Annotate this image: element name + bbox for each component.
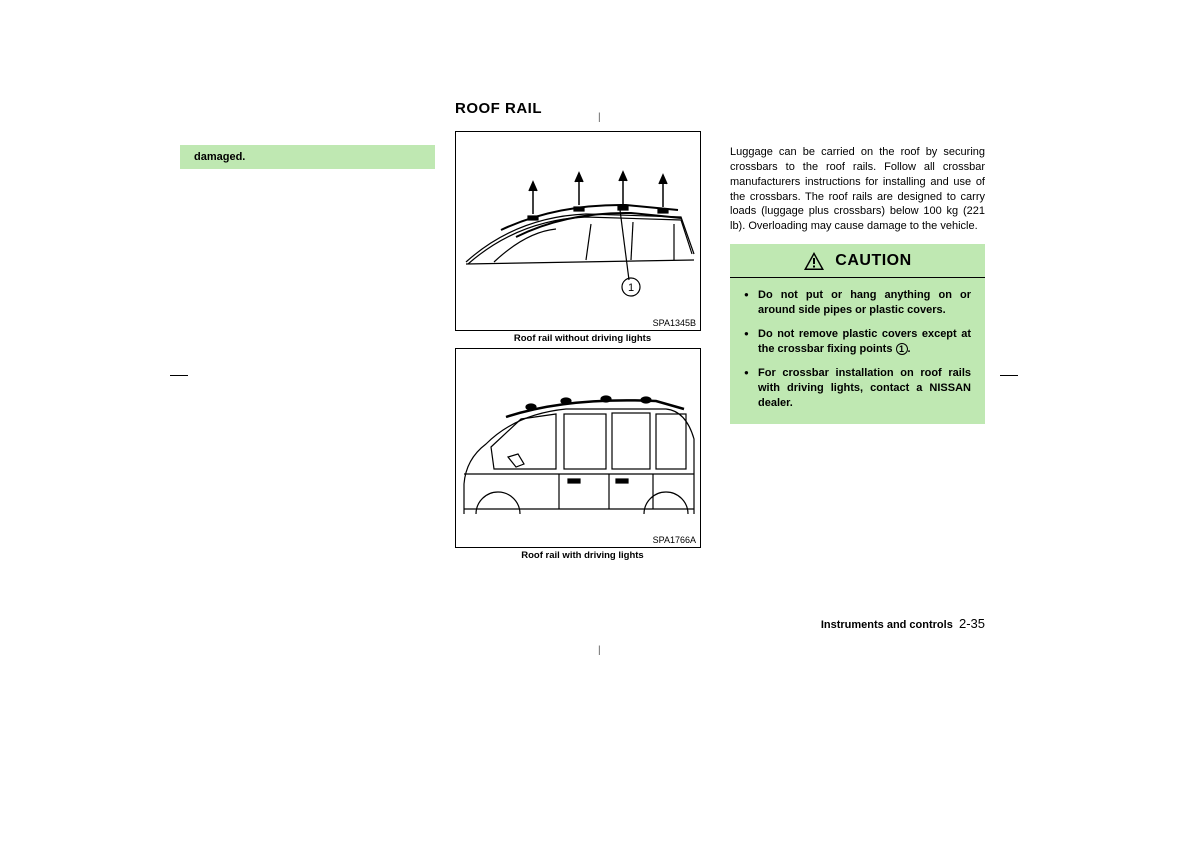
warning-icon [803, 251, 825, 271]
caution-item: Do not remove plastic covers except at t… [744, 327, 971, 358]
figure-caption-2: Roof rail with driving lights [455, 550, 710, 561]
manual-page: damaged. ROOF RAIL [180, 100, 1010, 561]
figure-code-1: SPA1345B [653, 318, 696, 328]
section-heading: ROOF RAIL [455, 100, 710, 117]
svg-text:1: 1 [628, 282, 634, 294]
figure-roof-rail-without-lights: 1 SPA1345B [455, 131, 701, 331]
vehicle-illustration-2 [456, 349, 702, 549]
footer-section-name: Instruments and controls [821, 619, 953, 631]
column-middle: ROOF RAIL [455, 100, 710, 561]
content-columns: damaged. ROOF RAIL [180, 100, 1010, 561]
caution-box: CAUTION Do not put or hang anything on o… [730, 244, 985, 424]
body-paragraph: Luggage can be carried on the roof by se… [730, 145, 985, 234]
vehicle-illustration-1: 1 [456, 132, 702, 332]
caution-list: Do not put or hang anything on or around… [730, 278, 985, 424]
caution-item: Do not put or hang anything on or around… [744, 288, 971, 319]
figure-caption-1: Roof rail without driving lights [455, 333, 710, 344]
column-right: Luggage can be carried on the roof by se… [730, 100, 985, 561]
caution-header: CAUTION [730, 244, 985, 278]
page-footer: Instruments and controls 2-35 [821, 616, 985, 631]
previous-caution-snippet: damaged. [180, 145, 435, 169]
caution-title: CAUTION [835, 252, 911, 270]
figure-code-2: SPA1766A [653, 535, 696, 545]
figure-roof-rail-with-lights: SPA1766A [455, 348, 701, 548]
crop-mark-bottom: | [598, 645, 601, 656]
caution-item: For crossbar installation on roof rails … [744, 366, 971, 412]
column-left: damaged. [180, 100, 435, 561]
footer-page-number: 2-35 [959, 616, 985, 631]
circled-reference: 1 [896, 343, 908, 355]
